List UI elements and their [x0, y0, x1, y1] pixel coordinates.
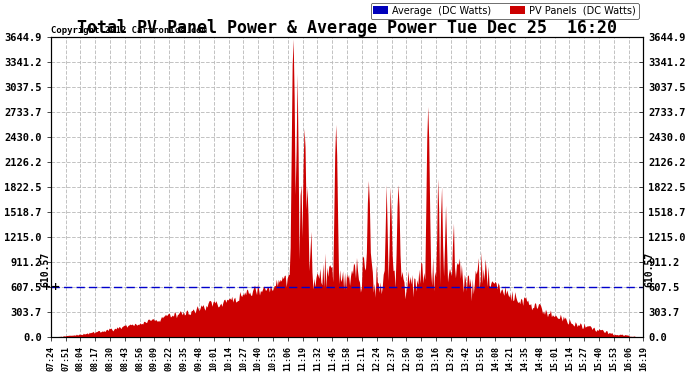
Title: Total PV Panel Power & Average Power Tue Dec 25  16:20: Total PV Panel Power & Average Power Tue…: [77, 19, 617, 37]
Text: +: +: [50, 282, 60, 291]
Text: 610.57: 610.57: [644, 251, 654, 286]
Legend: Average  (DC Watts), PV Panels  (DC Watts): Average (DC Watts), PV Panels (DC Watts): [371, 3, 639, 18]
Text: +: +: [41, 282, 50, 291]
Text: 610.57: 610.57: [40, 251, 50, 286]
Text: Copyright 2012 Cartronics.com: Copyright 2012 Cartronics.com: [51, 26, 207, 35]
